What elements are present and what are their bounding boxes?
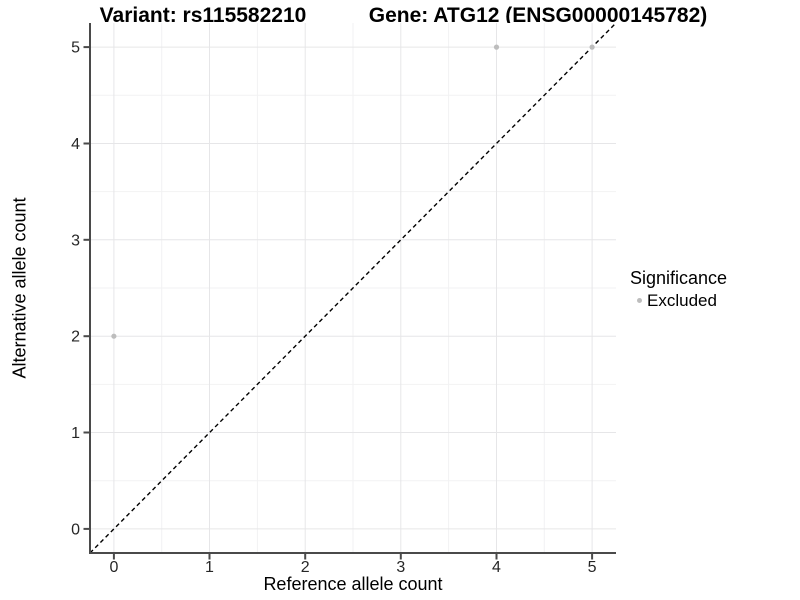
legend-item-label: Excluded xyxy=(647,290,717,310)
y-axis-title: Alternative allele count xyxy=(9,197,30,379)
x-tick-label: 4 xyxy=(492,559,501,576)
y-tick-label: 3 xyxy=(71,232,80,249)
y-tick-label: 1 xyxy=(71,425,80,442)
legend-item-excluded: Excluded xyxy=(630,291,727,311)
plot-title-variant: Variant: rs115582210 xyxy=(99,4,307,27)
y-tick-label: 4 xyxy=(71,136,80,153)
legend: Significance Excluded xyxy=(630,268,727,311)
identity-reference-line xyxy=(89,22,617,554)
x-tick-label: 0 xyxy=(109,559,118,576)
data-point xyxy=(589,44,595,50)
data-point xyxy=(493,44,500,50)
y-tick-label: 0 xyxy=(71,521,80,538)
y-tick-label: 5 xyxy=(71,40,80,57)
x-tick-label: 2 xyxy=(301,559,310,576)
legend-title: Significance xyxy=(630,268,728,288)
y-tick-label: 2 xyxy=(71,329,80,346)
x-axis-title: Reference allele count xyxy=(263,574,443,594)
x-tick-label: 3 xyxy=(396,559,405,576)
data-point xyxy=(111,333,117,339)
excluded-point-icon xyxy=(637,298,642,304)
x-tick-label: 5 xyxy=(588,559,597,576)
x-tick-label: 1 xyxy=(205,559,214,576)
plot-title-gene: Gene: ATG12 (ENSG00000145782) xyxy=(368,4,708,27)
